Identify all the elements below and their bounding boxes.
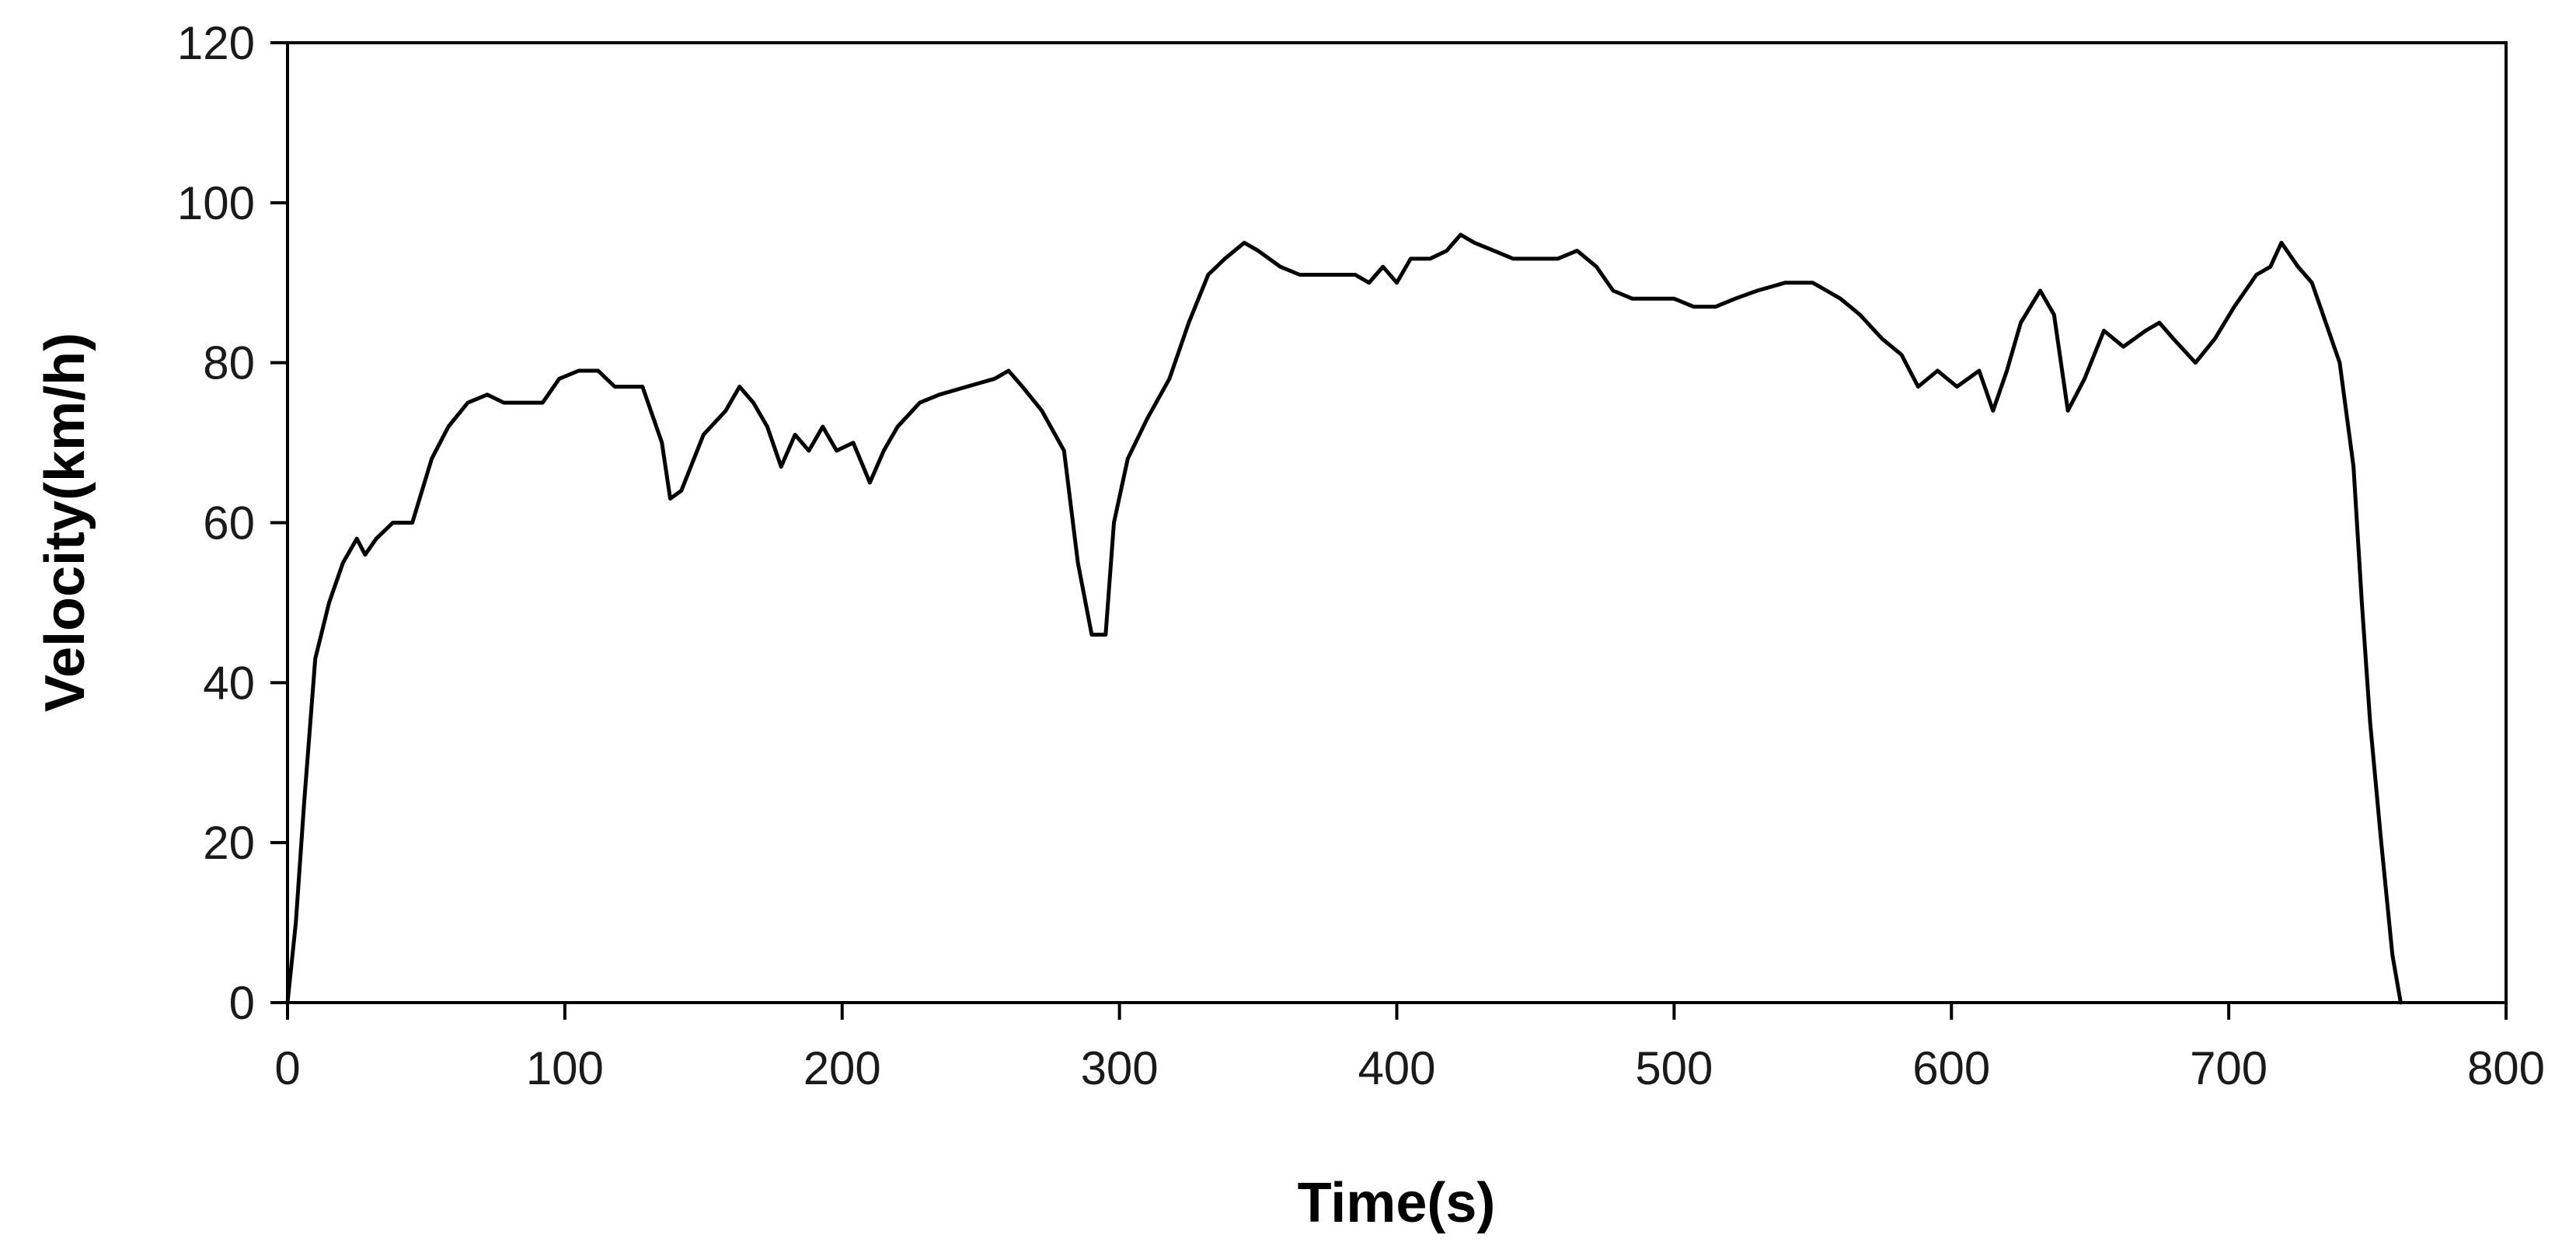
x-tick-label: 800 [2467,1042,2545,1094]
plot-area-frame [286,41,2508,1004]
y-tick-label: 40 [203,657,255,709]
x-tick-label: 500 [1635,1042,1713,1094]
y-tick-label: 80 [203,337,255,389]
x-tick-label: 200 [803,1042,881,1094]
y-tick-label: 60 [203,497,255,549]
x-tick-label: 300 [1081,1042,1159,1094]
x-tick-label: 400 [1358,1042,1435,1094]
y-tick-label: 120 [177,17,255,69]
y-tick-label: 0 [229,977,255,1029]
y-tick-label: 100 [177,177,255,229]
x-tick-label: 100 [526,1042,604,1094]
y-axis-title: Velocity(km/h) [34,333,96,712]
x-tick-label: 0 [274,1042,300,1094]
y-axis-ticks: 0 20 40 60 80 100 120 [177,17,288,1029]
y-tick-label: 20 [203,817,255,869]
x-axis-title: Time(s) [1298,1172,1496,1234]
x-tick-label: 600 [1912,1042,1990,1094]
x-tick-label: 700 [2190,1042,2268,1094]
velocity-series-line [285,232,2403,1005]
x-axis-ticks: 0 100 200 300 400 500 600 700 800 [274,1003,2545,1094]
